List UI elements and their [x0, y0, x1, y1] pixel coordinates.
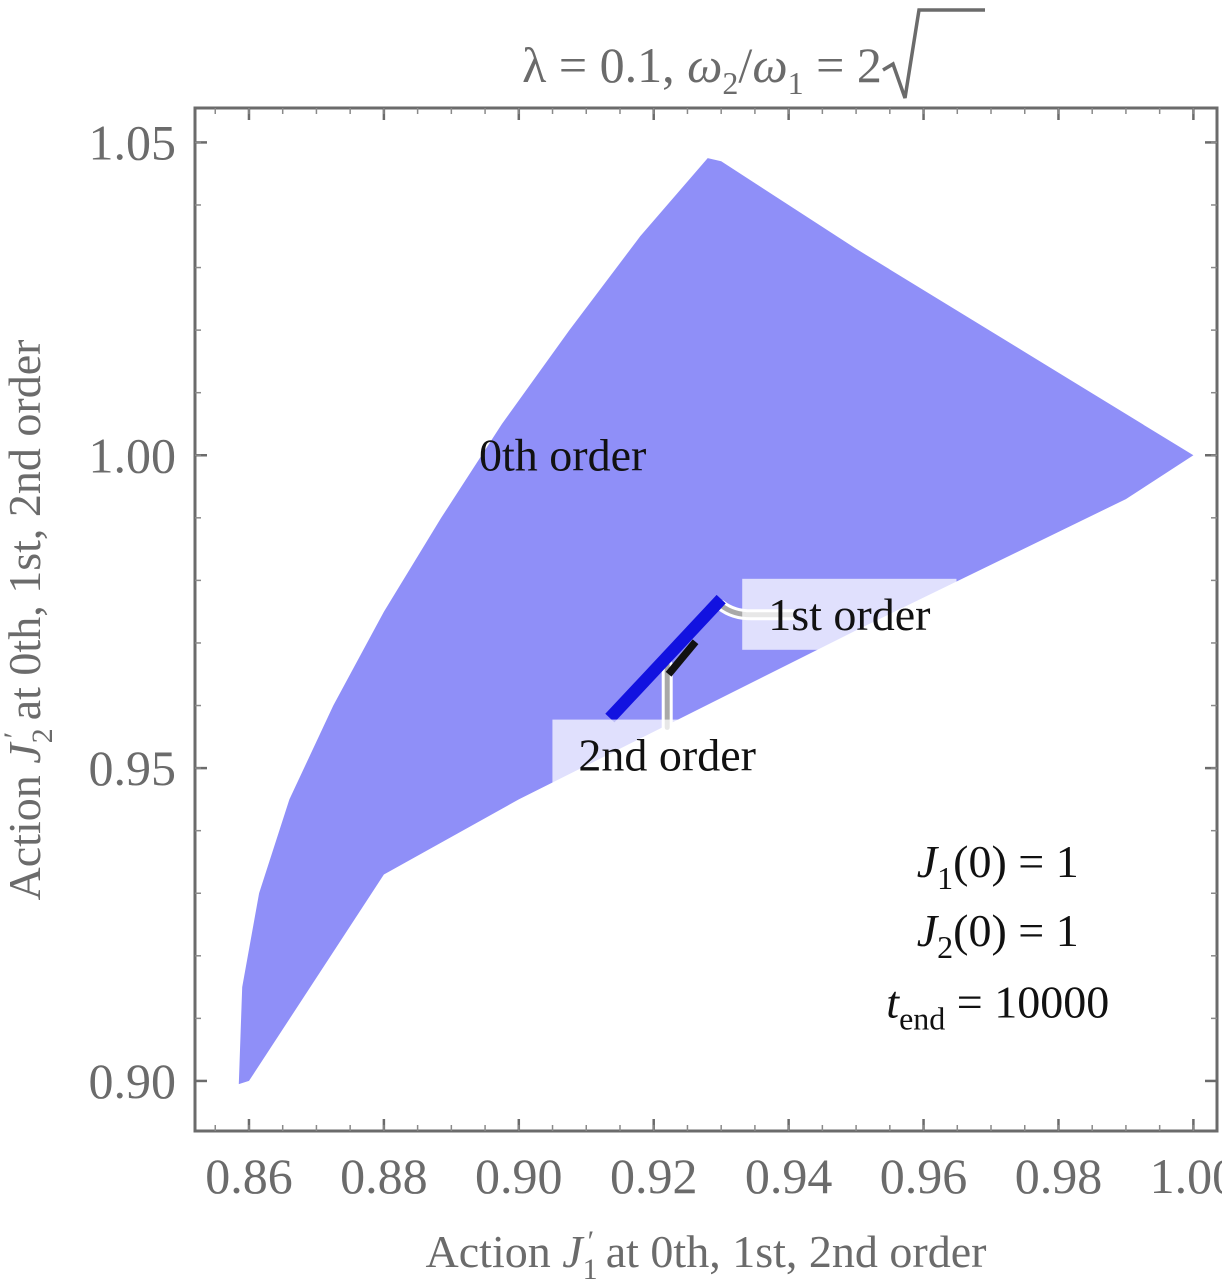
band-2nd-order — [665, 639, 699, 677]
region-labels: 0th order 1st order 2nd order — [479, 429, 957, 791]
x-tick-label: 1.00 — [1150, 1148, 1222, 1204]
y-tick-label: 1.00 — [89, 427, 177, 483]
y-tick-label: 0.90 — [89, 1053, 177, 1109]
sqrt-radicand: 2 — [857, 37, 882, 93]
x-tick-label: 0.96 — [880, 1148, 968, 1204]
label-0th-order: 0th order — [479, 429, 646, 480]
x-axis-title: Action J1′ at 0th, 1st, 2nd order — [426, 1225, 987, 1286]
series-layer — [238, 158, 1194, 1085]
label-box — [552, 719, 782, 791]
axis-ticks: 0.86 0.88 0.90 0.92 0.94 0.96 0.98 1.00 0.90 0.95… — [89, 108, 1222, 1204]
y-tick-label: 1.05 — [89, 114, 177, 170]
label-2nd-order: 2nd order — [578, 730, 756, 781]
annotation-tend: tend = 10000 — [886, 977, 1109, 1037]
x-tick-label: 0.98 — [1015, 1148, 1103, 1204]
x-tick-label: 0.92 — [610, 1148, 698, 1204]
band-1st-order — [605, 594, 726, 723]
plot-frame — [193, 106, 1219, 1133]
annotation-j2: J2(0) = 1 — [917, 905, 1079, 965]
x-tick-label: 0.94 — [745, 1148, 833, 1204]
x-tick-label: 0.88 — [340, 1148, 428, 1204]
initial-conditions-annotation: J1(0) = 1 J2(0) = 1 tend = 10000 — [886, 836, 1109, 1037]
x-tick-label: 0.86 — [205, 1148, 293, 1204]
annotation-j1: J1(0) = 1 — [917, 836, 1079, 896]
x-tick-label: 0.90 — [475, 1148, 563, 1204]
label-1st-order: 1st order — [768, 589, 930, 640]
chart-title: λ = 0.1, ω2/ω1 = 2 — [522, 37, 882, 101]
y-axis-title: Action J2′ at 0th, 1st, 2nd order — [0, 340, 59, 901]
sqrt-sign-icon — [882, 8, 985, 99]
label-box — [742, 578, 957, 650]
y-tick-label: 0.95 — [89, 740, 177, 796]
region-0th-order — [238, 158, 1194, 1085]
